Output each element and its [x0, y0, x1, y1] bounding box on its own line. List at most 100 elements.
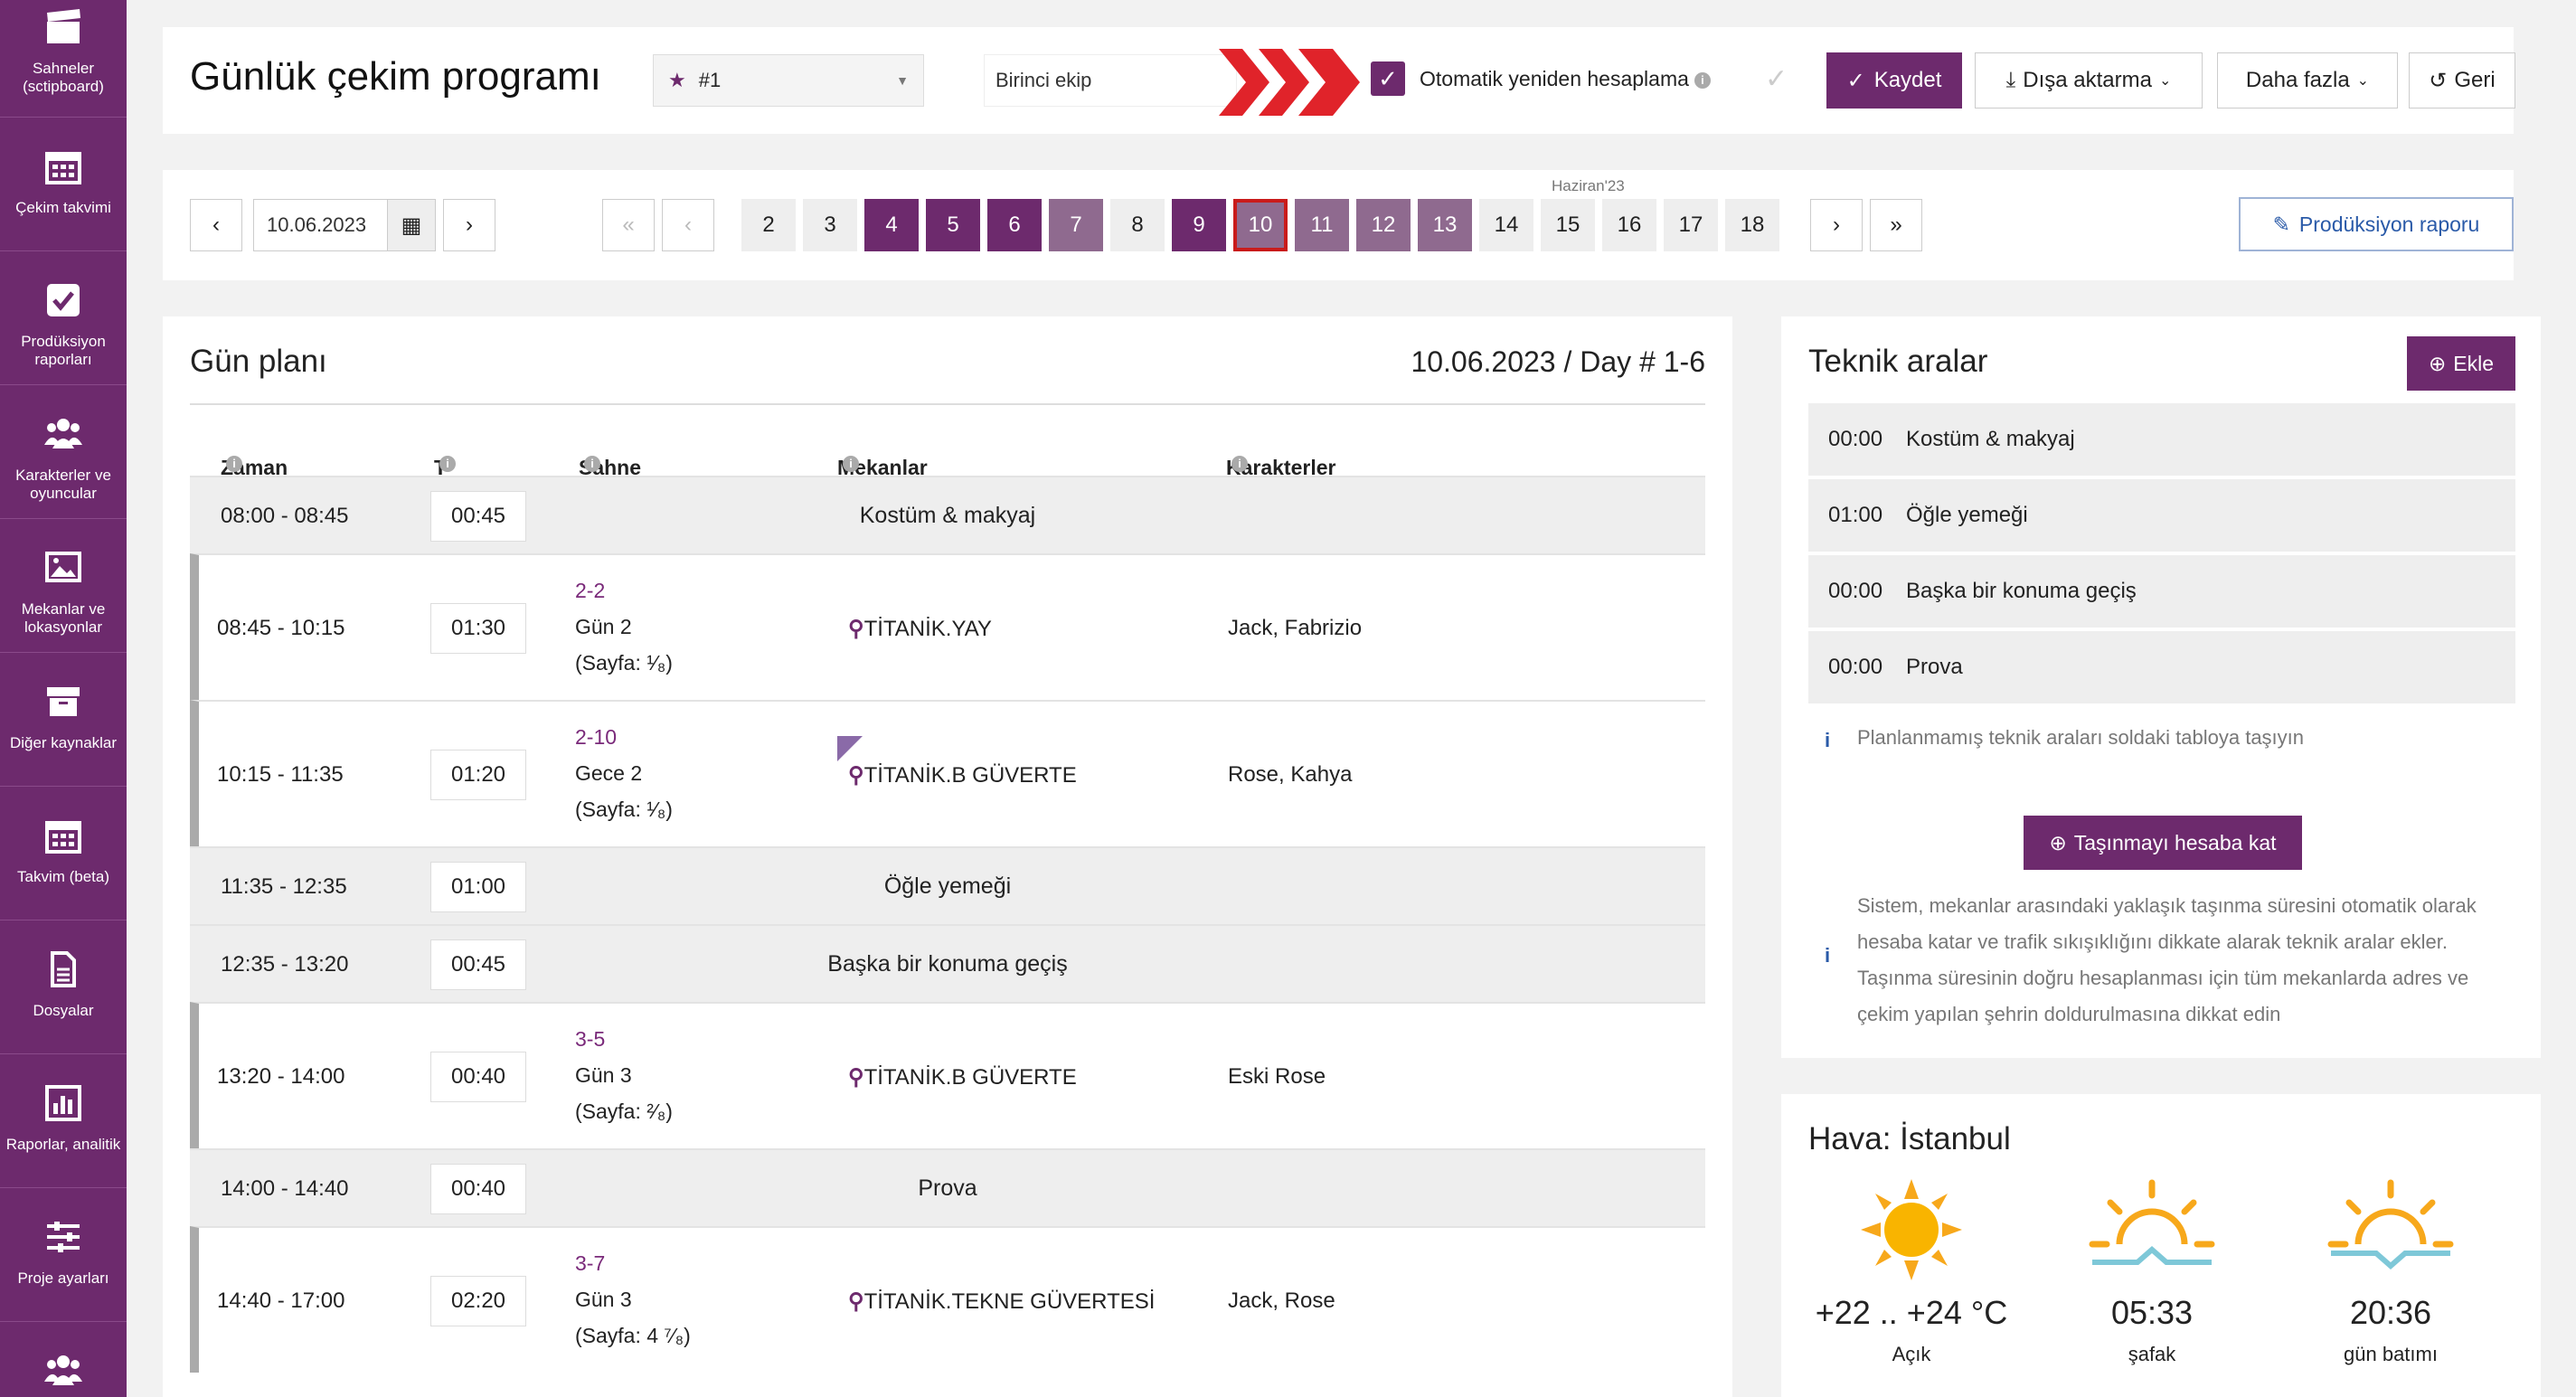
day-plan-panel: Gün planı 10.06.2023 / Day # 1-6 Zaman i …: [163, 316, 1732, 1397]
transfer-label: Taşınmayı hesaba kat: [2073, 830, 2277, 854]
day-button[interactable]: 12: [1356, 199, 1411, 251]
calendar-icon[interactable]: ▦: [387, 199, 436, 251]
day-button[interactable]: 15: [1541, 199, 1595, 251]
prev-page-button[interactable]: ‹: [662, 199, 714, 251]
table-row[interactable]: 14:00 - 14:40 00:40 Prova: [190, 1148, 1705, 1226]
location[interactable]: ⚲TİTANİK.B GÜVERTE: [848, 762, 1077, 788]
first-page-button[interactable]: «: [602, 199, 655, 251]
prev-day-button[interactable]: ‹: [190, 199, 242, 251]
sidebar-item[interactable]: Çekim takvimi: [0, 118, 127, 251]
table-row[interactable]: 08:45 - 10:15 01:30 2-2 Gün 2 (Sayfa: ¹⁄₈) ⚲T…: [190, 553, 1705, 700]
sidebar-item[interactable]: Sahneler (sctipboard): [0, 0, 127, 118]
duration-field[interactable]: 00:40: [430, 1052, 526, 1102]
scene-info: 2-2 Gün 2 (Sayfa: ¹⁄₈): [575, 572, 673, 681]
download-icon: ⤓: [2005, 68, 2016, 92]
duration-field[interactable]: 01:00: [430, 862, 526, 912]
day-button[interactable]: 8: [1110, 199, 1165, 251]
sidebar-item[interactable]: [0, 1322, 127, 1397]
export-button[interactable]: ⤓ Dışa aktarma ⌄: [1975, 52, 2203, 109]
day-button[interactable]: 7: [1049, 199, 1103, 251]
check-icon: ✓: [1765, 64, 1788, 94]
scene-number[interactable]: 2-2: [575, 579, 606, 602]
duration-field[interactable]: 01:30: [430, 603, 526, 654]
add-label: Ekle: [2453, 351, 2495, 375]
day-button[interactable]: 6: [987, 199, 1042, 251]
location[interactable]: ⚲TİTANİK.YAY: [848, 616, 992, 642]
more-button[interactable]: Daha fazla ⌄: [2217, 52, 2398, 109]
location[interactable]: ⚲TİTANİK.TEKNE GÜVERTESİ: [848, 1288, 1155, 1315]
save-button[interactable]: ✓ Kaydet: [1826, 52, 1962, 109]
duration-field[interactable]: 02:20: [430, 1276, 526, 1326]
day-button[interactable]: 4: [864, 199, 919, 251]
day-button[interactable]: 3: [803, 199, 857, 251]
production-report-button[interactable]: ✎ Prodüksiyon raporu: [2239, 197, 2514, 251]
break-time: 00:00: [1828, 579, 1883, 603]
scene-number[interactable]: 3-5: [575, 1027, 606, 1051]
sidebar-item[interactable]: Prodüksiyon raporları: [0, 251, 127, 385]
day-button[interactable]: 5: [926, 199, 980, 251]
break-item[interactable]: 00:00 Başka bir konuma geçiş: [1808, 555, 2515, 629]
sidebar-item[interactable]: Karakterler ve oyuncular: [0, 385, 127, 519]
location-name: TİTANİK.B GÜVERTE: [863, 1065, 1077, 1090]
save-label: Kaydet: [1873, 68, 1942, 92]
day-button[interactable]: 11: [1295, 199, 1349, 251]
row-time: 11:35 - 12:35: [221, 874, 347, 899]
next-page-button[interactable]: ›: [1810, 199, 1863, 251]
month-label: Haziran'23: [1552, 177, 1625, 194]
break-item[interactable]: 00:00 Prova: [1808, 631, 2515, 705]
break-item[interactable]: 00:00 Kostüm & makyaj: [1808, 403, 2515, 477]
scene-number[interactable]: 3-7: [575, 1251, 606, 1275]
break-item[interactable]: 01:00 Öğle yemeği: [1808, 479, 2515, 553]
day-button[interactable]: 16: [1602, 199, 1656, 251]
break-time: 00:00: [1828, 427, 1883, 451]
duration-field[interactable]: 01:20: [430, 750, 526, 800]
sidebar-item[interactable]: Diğer kaynaklar: [0, 653, 127, 787]
people-icon: [43, 414, 83, 454]
day-button[interactable]: 13: [1418, 199, 1472, 251]
schedule-select[interactable]: ★ #1 ▼: [653, 54, 924, 107]
table-row[interactable]: 08:00 - 08:45 00:45 Kostüm & makyaj: [190, 476, 1705, 553]
duration-field[interactable]: 00:40: [430, 1164, 526, 1214]
sidebar-item[interactable]: Dosyalar: [0, 920, 127, 1054]
day-button[interactable]: 17: [1664, 199, 1718, 251]
day-button[interactable]: 2: [741, 199, 796, 251]
back-button[interactable]: ↺ Geri: [2409, 52, 2515, 109]
duration-field[interactable]: 00:45: [430, 939, 526, 990]
sidebar-item[interactable]: Mekanlar ve lokasyonlar: [0, 519, 127, 653]
characters: Eski Rose: [1228, 1064, 1326, 1089]
corner-flag-icon: [837, 736, 863, 761]
day-button[interactable]: 9: [1172, 199, 1226, 251]
last-page-button[interactable]: »: [1870, 199, 1922, 251]
sunset: 20:36 gün batımı: [2282, 1175, 2499, 1366]
day-button[interactable]: 18: [1725, 199, 1779, 251]
date-input[interactable]: 10.06.2023: [253, 199, 432, 251]
clapperboard-icon: [43, 7, 83, 47]
break-time: 00:00: [1828, 655, 1883, 679]
day-button[interactable]: 10: [1233, 199, 1288, 251]
table-row[interactable]: 11:35 - 12:35 01:00 Öğle yemeği: [190, 846, 1705, 924]
day-plan-title: Gün planı: [190, 344, 327, 379]
transfer-button[interactable]: ⊕ Taşınmayı hesaba kat: [2024, 816, 2302, 870]
table-row[interactable]: 12:35 - 13:20 00:45 Başka bir konuma geçiş: [190, 924, 1705, 1002]
next-day-button[interactable]: ›: [443, 199, 495, 251]
scene-number[interactable]: 2-10: [575, 725, 618, 749]
sunset-label: gün batımı: [2344, 1343, 2438, 1365]
sidebar-item-label: Dosyalar: [33, 1002, 94, 1019]
table-row[interactable]: 10:15 - 11:35 01:20 2-10 Gece 2 (Sayfa: ¹⁄₈)…: [190, 700, 1705, 846]
edit-icon: ✎: [2272, 212, 2290, 236]
sidebar-item[interactable]: Raporlar, analitik: [0, 1054, 127, 1188]
table-row[interactable]: 14:40 - 17:00 02:20 3-7 Gün 3 (Sayfa: 4 ⁷⁄₈)…: [190, 1226, 1705, 1373]
sidebar-item[interactable]: Takvim (beta): [0, 787, 127, 920]
unit-input[interactable]: Birinci ekip: [984, 54, 1237, 107]
auto-recalc-checkbox[interactable]: ✓: [1371, 61, 1405, 96]
scene-day: Gece 2: [575, 761, 643, 785]
add-button[interactable]: ⊕ Ekle: [2407, 336, 2515, 391]
day-button[interactable]: 14: [1479, 199, 1533, 251]
scene-pages: (Sayfa: ¹⁄₈): [575, 798, 673, 821]
header-bar: Günlük çekim programı ★ #1 ▼ Birinci ekip …: [163, 27, 2515, 134]
table-row[interactable]: 13:20 - 14:00 00:40 3-5 Gün 3 (Sayfa: ²⁄₈) ⚲T…: [190, 1002, 1705, 1148]
location[interactable]: ⚲TİTANİK.B GÜVERTE: [848, 1064, 1077, 1090]
sidebar-item[interactable]: Proje ayarları: [0, 1188, 127, 1322]
duration-field[interactable]: 00:45: [430, 491, 526, 542]
archive-icon: [43, 682, 83, 722]
